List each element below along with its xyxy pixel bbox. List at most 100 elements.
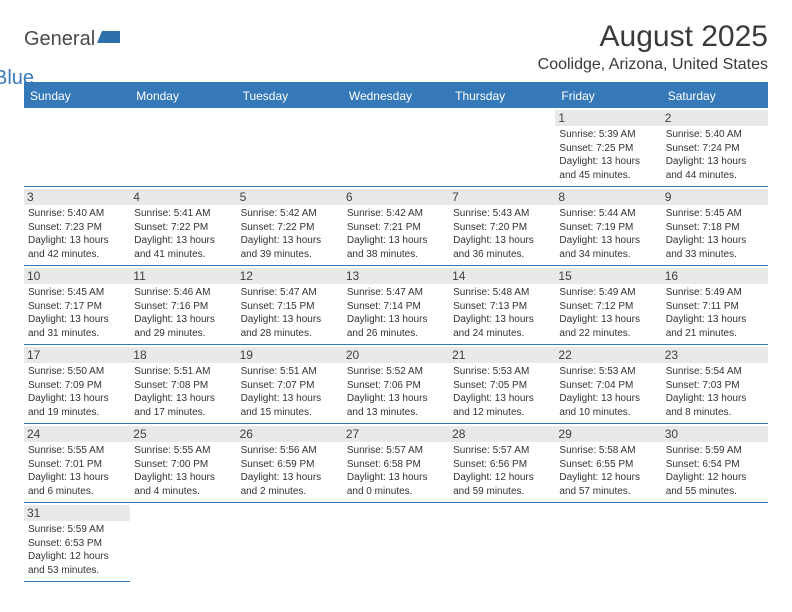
logo-text-blue: Blue — [0, 67, 90, 90]
sunset-text: Sunset: 7:20 PM — [453, 221, 551, 235]
daylight-text: Daylight: 13 hours and 6 minutes. — [28, 471, 126, 498]
calendar-day-cell: 3Sunrise: 5:40 AMSunset: 7:23 PMDaylight… — [24, 187, 130, 266]
sunset-text: Sunset: 7:08 PM — [134, 379, 232, 393]
calendar-week-row: 3Sunrise: 5:40 AMSunset: 7:23 PMDaylight… — [24, 187, 768, 266]
sunrise-text: Sunrise: 5:46 AM — [134, 286, 232, 300]
day-number: 8 — [555, 189, 661, 205]
calendar-day-cell: 30 Sunrise: 5:59 AMSunset: 6:54 PMDayligh… — [662, 424, 768, 503]
daylight-text: Daylight: 13 hours and 44 minutes. — [666, 155, 764, 182]
daylight-text: Daylight: 13 hours and 31 minutes. — [28, 313, 126, 340]
sunset-text: Sunset: 7:03 PM — [666, 379, 764, 393]
calendar-day-cell: 19Sunrise: 5:51 AMSunset: 7:07 PMDayligh… — [237, 345, 343, 424]
sunrise-text: Sunrise: 5:47 AM — [347, 286, 445, 300]
sunrise-text: Sunrise: 5:55 AM — [134, 444, 232, 458]
calendar-day-cell: 15 Sunrise: 5:49 AMSunset: 7:12 PMDayligh… — [555, 266, 661, 345]
calendar-day-cell — [237, 503, 343, 582]
calendar-day-cell: 20Sunrise: 5:52 AMSunset: 7:06 PMDayligh… — [343, 345, 449, 424]
day-header: Tuesday — [237, 83, 343, 108]
logo: General Blue — [24, 28, 120, 74]
sunrise-text: Sunrise: 5:42 AM — [241, 207, 339, 221]
day-number: 26 — [237, 426, 343, 442]
day-header: Monday — [130, 83, 236, 108]
sunrise-text: Sunrise: 5:49 AM — [666, 286, 764, 300]
sunset-text: Sunset: 6:58 PM — [347, 458, 445, 472]
day-number: 30 — [662, 426, 768, 442]
day-number: 10 — [24, 268, 130, 284]
day-info: Sunrise: 5:42 AMSunset: 7:21 PMDaylight:… — [347, 207, 445, 261]
sunrise-text: Sunrise: 5:52 AM — [347, 365, 445, 379]
sunrise-text: Sunrise: 5:57 AM — [453, 444, 551, 458]
sunset-text: Sunset: 6:53 PM — [28, 537, 126, 551]
day-number: 29 — [555, 426, 661, 442]
calendar-day-cell: 25Sunrise: 5:55 AMSunset: 7:00 PMDayligh… — [130, 424, 236, 503]
daylight-text: Daylight: 13 hours and 24 minutes. — [453, 313, 551, 340]
daylight-text: Daylight: 13 hours and 34 minutes. — [559, 234, 657, 261]
day-number: 9 — [662, 189, 768, 205]
calendar-day-cell — [24, 108, 130, 187]
sunset-text: Sunset: 7:07 PM — [241, 379, 339, 393]
calendar-week-row: 31Sunrise: 5:59 AMSunset: 6:53 PMDayligh… — [24, 503, 768, 582]
daylight-text: Daylight: 13 hours and 19 minutes. — [28, 392, 126, 419]
sunrise-text: Sunrise: 5:53 AM — [559, 365, 657, 379]
day-number: 2 — [662, 110, 768, 126]
sunrise-text: Sunrise: 5:41 AM — [134, 207, 232, 221]
day-info: Sunrise: 5:43 AMSunset: 7:20 PMDaylight:… — [453, 207, 551, 261]
day-info: Sunrise: 5:49 AMSunset: 7:12 PMDaylight:… — [559, 286, 657, 340]
sunrise-text: Sunrise: 5:40 AM — [28, 207, 126, 221]
day-number: 7 — [449, 189, 555, 205]
day-number: 5 — [237, 189, 343, 205]
calendar-day-cell: 28Sunrise: 5:57 AMSunset: 6:56 PMDayligh… — [449, 424, 555, 503]
day-header: Friday — [555, 83, 661, 108]
sunset-text: Sunset: 7:14 PM — [347, 300, 445, 314]
sunrise-text: Sunrise: 5:43 AM — [453, 207, 551, 221]
sunrise-text: Sunrise: 5:39 AM — [559, 128, 657, 142]
day-number: 15 — [555, 268, 661, 284]
sunrise-text: Sunrise: 5:56 AM — [241, 444, 339, 458]
calendar-day-cell: 16Sunrise: 5:49 AMSunset: 7:11 PMDayligh… — [662, 266, 768, 345]
daylight-text: Daylight: 13 hours and 36 minutes. — [453, 234, 551, 261]
sunset-text: Sunset: 6:59 PM — [241, 458, 339, 472]
day-info: Sunrise: 5:59 AMSunset: 6:54 PMDaylight:… — [666, 444, 764, 498]
sunset-text: Sunset: 7:22 PM — [241, 221, 339, 235]
daylight-text: Daylight: 13 hours and 39 minutes. — [241, 234, 339, 261]
calendar-day-cell: 14 Sunrise: 5:48 AMSunset: 7:13 PMDayligh… — [449, 266, 555, 345]
calendar-day-cell — [343, 503, 449, 582]
day-number: 11 — [130, 268, 236, 284]
daylight-text: Daylight: 12 hours and 53 minutes. — [28, 550, 126, 577]
sunrise-text: Sunrise: 5:48 AM — [453, 286, 551, 300]
day-info: Sunrise: 5:56 AMSunset: 6:59 PMDaylight:… — [241, 444, 339, 498]
sunset-text: Sunset: 7:22 PM — [134, 221, 232, 235]
daylight-text: Daylight: 13 hours and 17 minutes. — [134, 392, 232, 419]
daylight-text: Daylight: 12 hours and 59 minutes. — [453, 471, 551, 498]
calendar-day-cell: 9 Sunrise: 5:45 AMSunset: 7:18 PMDaylight… — [662, 187, 768, 266]
day-info: Sunrise: 5:48 AMSunset: 7:13 PMDaylight:… — [453, 286, 551, 340]
day-number: 24 — [24, 426, 130, 442]
calendar-header-row: SundayMondayTuesdayWednesdayThursdayFrid… — [24, 83, 768, 108]
daylight-text: Daylight: 13 hours and 26 minutes. — [347, 313, 445, 340]
day-info: Sunrise: 5:57 AMSunset: 6:56 PMDaylight:… — [453, 444, 551, 498]
day-header: Saturday — [662, 83, 768, 108]
day-info: Sunrise: 5:45 AMSunset: 7:18 PMDaylight:… — [666, 207, 764, 261]
day-number: 21 — [449, 347, 555, 363]
daylight-text: Daylight: 12 hours and 55 minutes. — [666, 471, 764, 498]
sunrise-text: Sunrise: 5:58 AM — [559, 444, 657, 458]
daylight-text: Daylight: 13 hours and 4 minutes. — [134, 471, 232, 498]
sunrise-text: Sunrise: 5:49 AM — [559, 286, 657, 300]
day-number: 14 — [449, 268, 555, 284]
month-title: August 2025 — [538, 20, 768, 54]
day-number: 18 — [130, 347, 236, 363]
calendar-day-cell: 12Sunrise: 5:47 AMSunset: 7:15 PMDayligh… — [237, 266, 343, 345]
day-number: 25 — [130, 426, 236, 442]
daylight-text: Daylight: 13 hours and 33 minutes. — [666, 234, 764, 261]
sunset-text: Sunset: 7:24 PM — [666, 142, 764, 156]
day-number: 22 — [555, 347, 661, 363]
sunset-text: Sunset: 7:11 PM — [666, 300, 764, 314]
day-number: 20 — [343, 347, 449, 363]
daylight-text: Daylight: 13 hours and 12 minutes. — [453, 392, 551, 419]
day-info: Sunrise: 5:39 AMSunset: 7:25 PMDaylight:… — [559, 128, 657, 182]
sunset-text: Sunset: 6:54 PM — [666, 458, 764, 472]
day-header: Thursday — [449, 83, 555, 108]
day-info: Sunrise: 5:57 AMSunset: 6:58 PMDaylight:… — [347, 444, 445, 498]
calendar-day-cell: 27Sunrise: 5:57 AMSunset: 6:58 PMDayligh… — [343, 424, 449, 503]
day-info: Sunrise: 5:58 AMSunset: 6:55 PMDaylight:… — [559, 444, 657, 498]
